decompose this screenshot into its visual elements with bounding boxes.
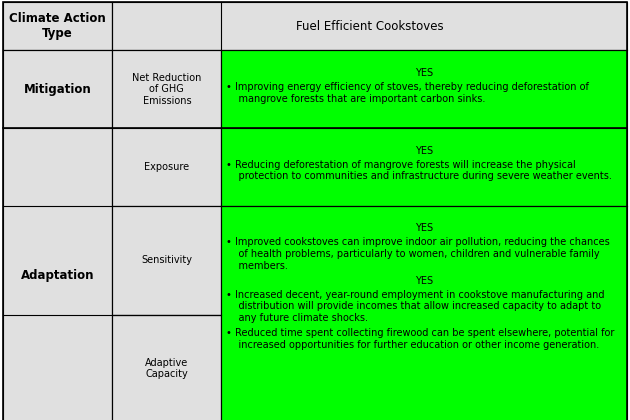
Text: YES: YES: [415, 146, 433, 155]
Bar: [222, 206, 627, 420]
Bar: [112, 50, 222, 128]
Text: YES: YES: [415, 276, 433, 286]
Bar: [3, 50, 112, 128]
Text: • Improving energy efficiency of stoves, thereby reducing deforestation of: • Improving energy efficiency of stoves,…: [227, 82, 589, 92]
Bar: [112, 128, 222, 206]
Text: YES: YES: [415, 223, 433, 233]
Text: members.: members.: [227, 261, 289, 270]
Text: • Increased decent, year-round employment in cookstove manufacturing and: • Increased decent, year-round employmen…: [227, 290, 605, 300]
Bar: [112, 2, 627, 50]
Text: Exposure: Exposure: [144, 162, 190, 172]
Text: Adaptation: Adaptation: [21, 269, 94, 281]
Text: distribution will provide incomes that allow increased capacity to adapt to: distribution will provide incomes that a…: [227, 302, 602, 312]
Text: Net Reduction
of GHG
Emissions: Net Reduction of GHG Emissions: [132, 73, 202, 106]
Bar: [3, 128, 112, 420]
Bar: [222, 50, 627, 128]
Bar: [112, 206, 222, 315]
Text: Adaptive
Capacity: Adaptive Capacity: [146, 358, 188, 379]
Text: • Reducing deforestation of mangrove forests will increase the physical: • Reducing deforestation of mangrove for…: [227, 160, 576, 170]
Bar: [112, 315, 222, 420]
Text: Mitigation: Mitigation: [24, 83, 91, 96]
Text: Sensitivity: Sensitivity: [141, 255, 192, 265]
Text: any future climate shocks.: any future climate shocks.: [227, 313, 369, 323]
Bar: [3, 2, 112, 50]
Text: • Improved cookstoves can improve indoor air pollution, reducing the chances: • Improved cookstoves can improve indoor…: [227, 237, 610, 247]
Bar: [222, 128, 627, 206]
Text: YES: YES: [415, 68, 433, 78]
Text: increased opportunities for further education or other income generation.: increased opportunities for further educ…: [227, 340, 600, 350]
Text: • Reduced time spent collecting firewood can be spent elsewhere, potential for: • Reduced time spent collecting firewood…: [227, 328, 615, 338]
Text: mangrove forests that are important carbon sinks.: mangrove forests that are important carb…: [227, 94, 486, 104]
Text: Fuel Efficient Cookstoves: Fuel Efficient Cookstoves: [295, 20, 444, 33]
Text: Climate Action
Type: Climate Action Type: [9, 12, 106, 40]
Text: protection to communities and infrastructure during severe weather events.: protection to communities and infrastruc…: [227, 171, 612, 181]
Text: of health problems, particularly to women, children and vulnerable family: of health problems, particularly to wome…: [227, 249, 600, 259]
